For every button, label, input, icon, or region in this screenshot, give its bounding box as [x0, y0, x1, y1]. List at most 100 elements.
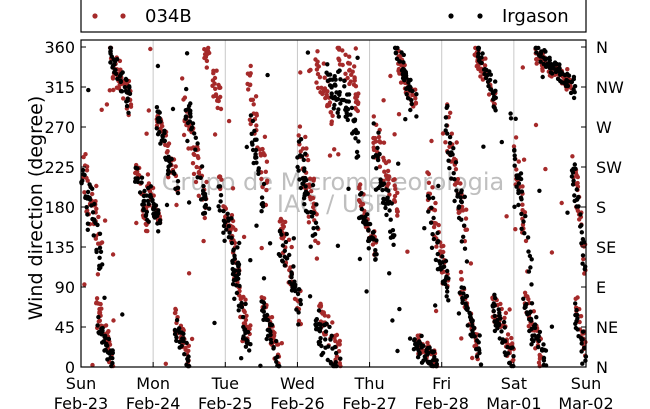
data-point — [300, 181, 305, 186]
data-point — [107, 88, 113, 93]
data-point — [145, 172, 151, 177]
data-point — [425, 340, 430, 345]
data-point — [462, 246, 468, 251]
data-point — [216, 204, 221, 209]
data-point — [516, 159, 521, 164]
data-point — [195, 141, 200, 146]
data-point — [94, 300, 99, 305]
data-point — [385, 182, 390, 188]
data-point — [276, 252, 282, 257]
data-point — [365, 221, 370, 227]
data-point — [559, 200, 564, 206]
data-point — [241, 234, 247, 240]
data-point — [206, 206, 212, 211]
data-point — [574, 318, 579, 324]
x-tick-day: Sat — [501, 374, 527, 393]
data-point — [248, 113, 254, 118]
data-point — [376, 130, 381, 135]
data-point — [373, 248, 378, 253]
data-point — [259, 176, 264, 182]
data-point — [240, 314, 246, 320]
data-point — [183, 345, 188, 351]
data-point — [337, 58, 342, 63]
data-point — [329, 333, 334, 338]
data-point — [173, 306, 178, 312]
data-point — [478, 74, 483, 79]
data-point — [291, 236, 296, 241]
data-point — [397, 306, 402, 312]
data-point — [110, 75, 116, 80]
data-point — [374, 238, 379, 243]
data-point — [302, 168, 307, 173]
x-tick-date: Feb-26 — [270, 394, 324, 409]
data-point — [440, 131, 446, 136]
data-point — [355, 154, 361, 159]
data-point — [251, 102, 256, 107]
data-point — [193, 135, 198, 140]
data-point — [578, 212, 583, 217]
data-point — [181, 331, 186, 336]
data-point — [486, 83, 491, 89]
data-point — [153, 211, 158, 216]
data-point — [155, 132, 161, 137]
data-point — [429, 245, 435, 250]
data-point — [104, 102, 110, 107]
data-point — [534, 315, 539, 320]
data-point — [360, 201, 366, 207]
data-point — [202, 211, 208, 216]
data-point — [391, 234, 396, 240]
data-point — [534, 57, 540, 62]
data-point — [230, 266, 235, 272]
data-point — [415, 355, 421, 360]
data-point — [539, 347, 545, 352]
data-point — [180, 336, 185, 341]
data-point — [185, 138, 190, 144]
data-point — [491, 104, 496, 109]
data-point — [527, 317, 532, 322]
data-point — [155, 116, 161, 122]
data-point — [479, 55, 484, 60]
y-tick-label-right: SE — [596, 238, 616, 257]
data-point — [456, 204, 462, 209]
data-point — [325, 62, 330, 67]
y-tick-label-right: N — [596, 358, 608, 377]
data-point — [373, 136, 378, 141]
data-point — [103, 347, 108, 353]
data-point — [321, 89, 326, 94]
y-tick-label-right: NW — [596, 78, 624, 97]
data-point — [443, 115, 449, 120]
data-point — [186, 271, 192, 276]
data-point — [184, 86, 189, 92]
data-point — [202, 55, 207, 61]
data-point — [526, 249, 531, 254]
x-tick-day: Wed — [280, 374, 315, 393]
data-point — [311, 176, 317, 181]
data-point — [236, 271, 241, 277]
data-point — [373, 153, 379, 158]
data-point — [493, 295, 498, 301]
data-point — [184, 340, 189, 346]
data-point — [499, 329, 504, 334]
data-point — [268, 332, 273, 338]
data-point — [246, 87, 251, 92]
data-point — [229, 216, 234, 221]
data-point — [408, 85, 413, 90]
data-point — [380, 200, 386, 205]
watermark-line-1: Grupo de Micrometeorologia — [162, 168, 504, 196]
data-point — [433, 303, 438, 308]
legend: 034B Irgason — [80, 0, 587, 33]
data-point — [244, 144, 249, 150]
data-point — [300, 146, 306, 151]
data-point — [447, 166, 452, 171]
data-point — [170, 106, 176, 112]
data-point — [144, 209, 149, 215]
data-point — [355, 55, 360, 60]
data-point — [237, 283, 242, 289]
y-tick-label-right: W — [596, 118, 612, 137]
data-point — [259, 245, 264, 251]
data-point — [574, 197, 580, 202]
data-point — [191, 171, 197, 177]
data-point — [448, 110, 453, 116]
data-point — [201, 191, 206, 196]
data-point — [186, 200, 192, 205]
